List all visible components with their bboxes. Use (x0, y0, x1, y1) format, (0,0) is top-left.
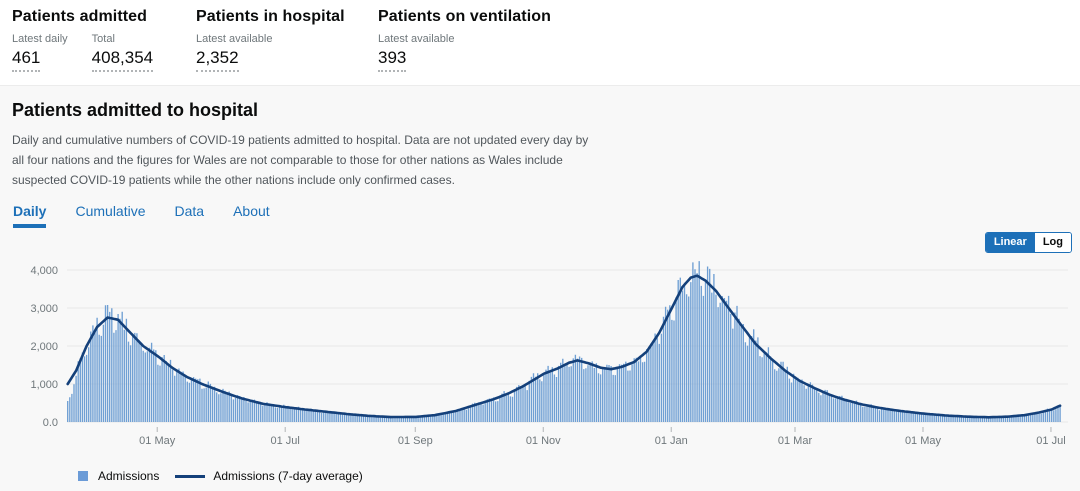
legend-label-admissions: Admissions (98, 469, 160, 483)
legend-label-average: Admissions (7-day average) (213, 469, 363, 483)
chart-legend: Admissions Admissions (7-day average) (78, 469, 363, 483)
x-axis-tick-label: 01 Sep (398, 435, 433, 447)
x-axis-tick-label: 01 May (139, 435, 176, 447)
stat-group-title: Patients on ventilation (378, 8, 551, 25)
stat-value-on-ventilation[interactable]: 393 (378, 48, 407, 72)
x-axis-tick-label: 01 Mar (778, 435, 813, 447)
stat-group-patients-on-ventilation: Patients on ventilation Latest available… (378, 8, 551, 72)
x-axis-tick-label: 01 Jul (271, 435, 300, 447)
stat-group-title: Patients admitted (12, 8, 148, 25)
y-axis-tick-label: 1,000 (30, 379, 58, 391)
admissions-bars[interactable] (67, 261, 1061, 422)
stat-label: Latest available (378, 33, 455, 45)
description-line: Daily and cumulative numbers of COVID-19… (12, 133, 589, 147)
chart-tabs: Daily Cumulative Data About (13, 203, 299, 228)
tab-data[interactable]: Data (174, 203, 205, 219)
stat-label: Latest daily (12, 33, 68, 45)
stat-group-patients-admitted: Patients admitted Latest daily 461 Total… (12, 8, 177, 72)
tab-daily[interactable]: Daily (13, 203, 47, 228)
stat-label: Total (91, 33, 115, 45)
y-axis-tick-label: 3,000 (30, 303, 58, 315)
y-axis-tick-label: 4,000 (30, 265, 58, 277)
stat-value-in-hospital[interactable]: 2,352 (196, 48, 239, 72)
scale-linear-button[interactable]: Linear (985, 233, 1035, 252)
x-axis-tick-label: 01 Nov (526, 435, 561, 447)
panel-title: Patients admitted to hospital (12, 100, 259, 120)
admissions-average-line[interactable] (66, 274, 1062, 419)
admissions-chart[interactable]: 0.0 1,000 2,000 3,000 4,000 01 May 01 Jul 01 Se… (0, 251, 1080, 456)
patients-admitted-panel: Patients admitted to hospital Daily and … (0, 85, 1080, 491)
panel-description: Daily and cumulative numbers of COVID-19… (12, 130, 588, 190)
x-axis-tick-label: 01 Jan (655, 435, 688, 447)
tab-cumulative[interactable]: Cumulative (75, 203, 146, 219)
x-axis-tick-label: 01 May (905, 435, 942, 447)
description-line: suspected COVID-19 patients while the ot… (12, 173, 455, 187)
scale-log-button[interactable]: Log (1034, 233, 1071, 252)
stat-value-latest-daily[interactable]: 461 (12, 48, 41, 72)
average-line-swatch-icon (175, 474, 206, 478)
stat-group-patients-in-hospital: Patients in hospital Latest available 2,… (196, 8, 345, 72)
stat-label: Latest available (196, 33, 273, 45)
admissions-swatch-icon (78, 471, 88, 481)
x-axis-tick-label: 01 Jul (1036, 435, 1065, 447)
scale-toggle: Linear Log (984, 232, 1072, 253)
headline-stats: Patients admitted Latest daily 461 Total… (0, 8, 1080, 78)
y-axis-tick-label: 2,000 (30, 341, 58, 353)
stat-value-total[interactable]: 408,354 (91, 48, 154, 72)
stat-group-title: Patients in hospital (196, 8, 345, 25)
tab-about[interactable]: About (233, 203, 270, 219)
y-axis-tick-label: 0.0 (43, 417, 58, 429)
description-line: all four nations and the figures for Wal… (12, 153, 563, 167)
